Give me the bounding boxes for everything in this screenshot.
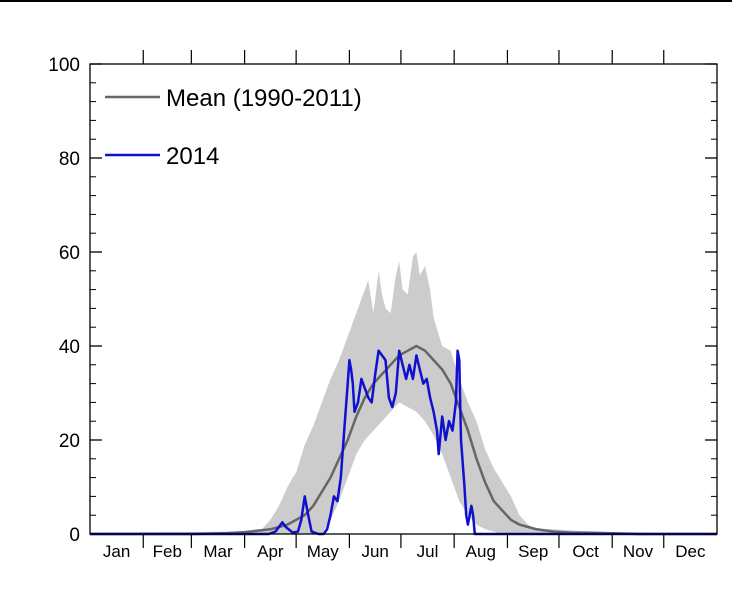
- x-tick-label: Nov: [623, 542, 654, 561]
- legend-label-mean: Mean (1990-2011): [166, 85, 362, 112]
- x-axis: Jan Feb Mar Apr May Jun Jul Aug Sep Oct Nov Dec: [103, 50, 706, 561]
- plot-area: [90, 252, 717, 536]
- x-tick-label: Jan: [103, 542, 130, 561]
- series-line-2014: [90, 349, 717, 536]
- y-tick-label: 0: [69, 525, 80, 546]
- x-tick-label: Feb: [153, 542, 182, 561]
- y-tick-label: 20: [59, 431, 80, 452]
- y-tick-label: 60: [59, 243, 80, 264]
- x-tick-label: Mar: [203, 542, 233, 561]
- x-tick-label: Sep: [518, 542, 548, 561]
- y-axis: 0 20 40 60 80 100: [48, 55, 717, 546]
- legend-label-2014: 2014: [166, 143, 219, 170]
- x-tick-label: Jul: [417, 542, 439, 561]
- x-tick-label: Dec: [675, 542, 706, 561]
- y-tick-label: 40: [59, 337, 80, 358]
- x-tick-label: Jun: [361, 542, 388, 561]
- series-line-mean: [90, 344, 717, 536]
- y-tick-label: 100: [48, 55, 80, 76]
- legend: Mean (1990-2011) 2014: [105, 85, 362, 170]
- range-band: [90, 252, 717, 534]
- top-border: [0, 0, 732, 2]
- plot-frame: [89, 63, 718, 535]
- x-tick-label: May: [307, 542, 340, 561]
- x-tick-label: Aug: [466, 542, 496, 561]
- y-tick-label: 80: [59, 149, 80, 170]
- x-tick-label: Oct: [572, 542, 599, 561]
- x-tick-label: Apr: [257, 542, 284, 561]
